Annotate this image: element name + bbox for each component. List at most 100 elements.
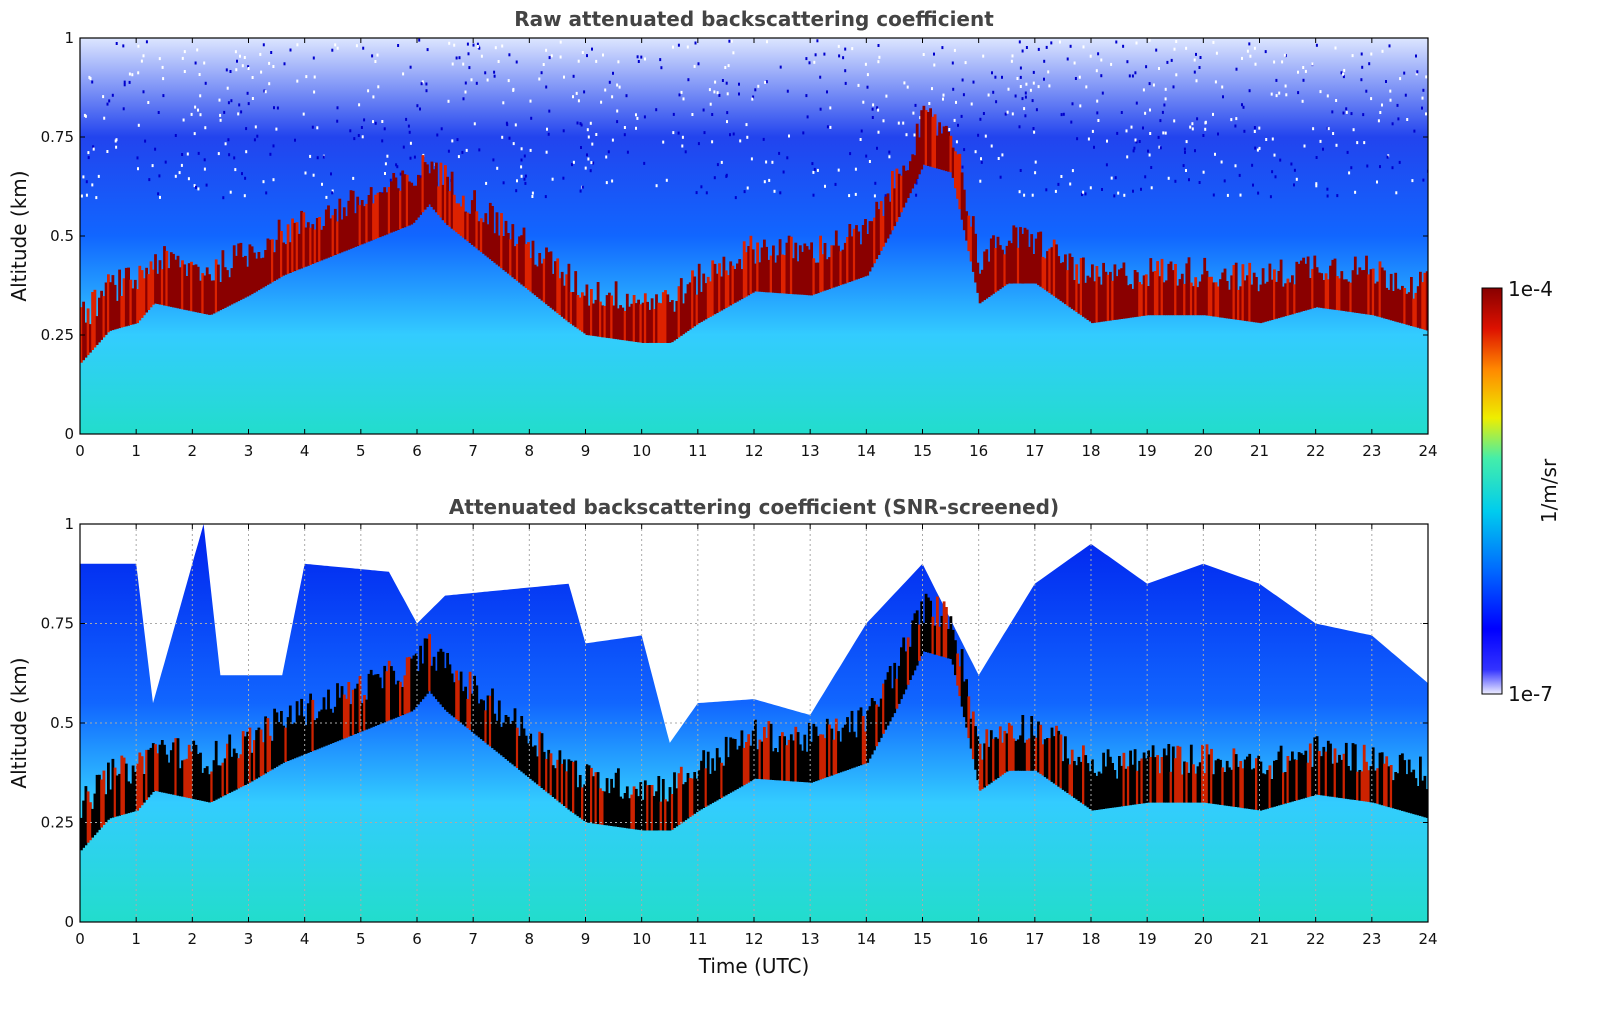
noise-pixel: [199, 113, 202, 117]
noise-pixel: [322, 155, 325, 159]
noise-pixel: [384, 162, 387, 166]
cloud-layer-pixel: [711, 260, 715, 316]
cloud-layer-pixel: [154, 254, 157, 304]
cloud-layer-pixel: [774, 748, 777, 781]
noise-pixel: [1001, 75, 1003, 79]
cloud-layer-pixel: [336, 221, 339, 255]
cloud-layer-pixel: [1349, 770, 1353, 800]
raw-panel-title: Raw attenuated backscattering coefficien…: [514, 7, 994, 31]
noise-pixel: [586, 128, 589, 132]
cloud-layer-pixel: [513, 708, 517, 767]
cloud-layer-pixel: [86, 308, 90, 356]
cloud-layer-pixel: [1324, 273, 1328, 309]
noise-pixel: [408, 130, 411, 134]
cloud-layer-pixel: [291, 724, 294, 760]
cloud-layer-pixel: [670, 300, 674, 343]
cloud-layer-pixel: [1032, 254, 1036, 284]
cloud-layer-pixel: [538, 253, 542, 299]
cloud-layer-pixel: [1295, 759, 1299, 801]
cloud-layer-pixel: [1383, 270, 1386, 319]
noise-pixel: [399, 172, 402, 176]
noise-pixel: [1301, 99, 1304, 103]
noise-pixel: [844, 47, 847, 51]
cloud-layer-pixel: [1286, 278, 1290, 316]
cloud-layer-pixel: [841, 249, 845, 285]
cloud-layer-pixel: [686, 284, 690, 331]
noise-pixel: [873, 194, 876, 198]
noise-pixel: [977, 133, 980, 137]
cloud-layer-pixel: [1410, 772, 1413, 814]
cloud-layer-pixel: [475, 211, 479, 249]
cloud-layer-pixel: [1333, 258, 1337, 310]
cloud-layer-pixel: [1021, 715, 1025, 771]
cloud-layer-pixel: [882, 216, 885, 247]
cloud-layer-pixel: [387, 187, 391, 234]
cloud-layer-pixel: [731, 738, 735, 792]
noise-pixel: [882, 119, 885, 123]
noise-pixel: [1340, 71, 1343, 75]
cloud-layer-pixel: [127, 267, 130, 326]
cloud-layer-pixel: [435, 162, 438, 213]
cloud-layer-pixel: [1266, 770, 1269, 809]
cloud-layer-pixel: [1385, 287, 1389, 319]
x-tick-label: 24: [1418, 930, 1437, 948]
noise-pixel: [913, 133, 916, 137]
cloud-layer-pixel: [430, 665, 434, 694]
cloud-layer-pixel: [1189, 282, 1193, 316]
noise-pixel: [447, 99, 450, 103]
cloud-layer-pixel: [819, 235, 822, 293]
cloud-layer-pixel: [554, 768, 557, 799]
cloud-layer-pixel: [754, 263, 757, 292]
cloud-layer-pixel: [1005, 733, 1009, 772]
noise-pixel: [1100, 74, 1103, 78]
noise-pixel: [204, 126, 207, 130]
cloud-layer-pixel: [1279, 745, 1283, 805]
cloud-layer-pixel: [1084, 755, 1088, 806]
cloud-layer-pixel: [909, 646, 912, 680]
cloud-layer-pixel: [715, 748, 719, 801]
noise-pixel: [174, 134, 177, 137]
cloud-layer-pixel: [477, 703, 481, 738]
noise-pixel: [1158, 67, 1160, 70]
cloud-layer-pixel: [1248, 262, 1252, 322]
noise-pixel: [1395, 191, 1398, 195]
noise-pixel: [1336, 194, 1339, 198]
cloud-layer-pixel: [1423, 775, 1427, 818]
noise-pixel: [572, 160, 575, 164]
noise-pixel: [974, 150, 977, 154]
noise-pixel: [1132, 189, 1134, 193]
noise-pixel: [193, 132, 196, 136]
cloud-layer-pixel: [1147, 286, 1150, 316]
noise-pixel: [371, 54, 374, 58]
noise-pixel: [1076, 137, 1079, 141]
cloud-layer-pixel: [322, 226, 326, 260]
cloud-layer-pixel: [538, 731, 542, 787]
cloud-layer-pixel: [212, 280, 216, 314]
cloud-layer-pixel: [1185, 263, 1189, 316]
cloud-layer-pixel: [235, 255, 238, 303]
cloud-layer-pixel: [1061, 262, 1065, 303]
cloud-layer-pixel: [749, 745, 753, 782]
cloud-layer-pixel: [619, 796, 622, 828]
noise-pixel: [1166, 60, 1169, 64]
noise-pixel: [577, 99, 580, 103]
noise-pixel: [604, 88, 607, 92]
cloud-layer-pixel: [765, 246, 768, 293]
cloud-layer-pixel: [345, 698, 348, 738]
x-tick-label: 0: [75, 442, 85, 460]
noise-pixel: [187, 177, 190, 181]
noise-pixel: [764, 80, 767, 84]
noise-pixel: [1126, 155, 1129, 159]
noise-pixel: [1399, 77, 1402, 81]
noise-pixel: [224, 142, 227, 146]
noise-pixel: [358, 103, 361, 107]
cloud-layer-pixel: [286, 717, 290, 761]
noise-pixel: [844, 69, 847, 73]
cloud-layer-pixel: [1153, 757, 1157, 803]
cloud-layer-pixel: [1140, 758, 1144, 804]
cloud-layer-pixel: [410, 658, 414, 712]
cloud-layer-pixel: [1007, 722, 1011, 771]
cloud-layer-pixel: [158, 744, 162, 792]
noise-pixel: [1345, 110, 1348, 114]
noise-pixel: [283, 62, 286, 66]
